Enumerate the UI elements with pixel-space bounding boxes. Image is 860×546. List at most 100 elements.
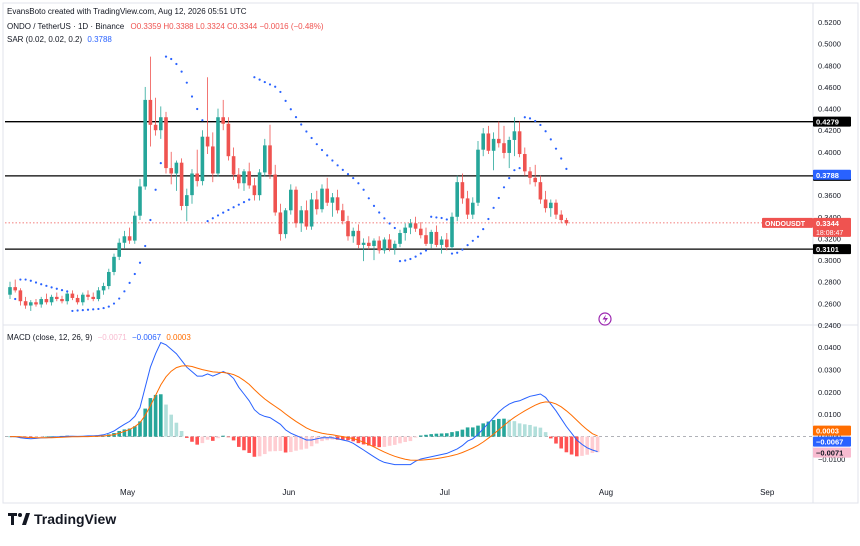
- sar-dot: [508, 176, 511, 180]
- candle-body: [387, 239, 392, 249]
- macd-hist-bar: [304, 436, 309, 449]
- candle-body: [330, 197, 335, 203]
- macd-hist-bar: [569, 436, 574, 455]
- candle-body: [211, 146, 215, 174]
- candle-body: [361, 242, 366, 245]
- price-tick-label: 0.2400: [818, 321, 841, 330]
- sar-dot: [336, 164, 339, 167]
- sar-dot: [445, 218, 448, 221]
- candle-body: [60, 299, 64, 302]
- macd-hist-bar: [543, 432, 548, 437]
- sar-dot: [300, 123, 303, 126]
- candle-body: [153, 124, 158, 131]
- lightning-icon[interactable]: [598, 312, 612, 326]
- macd-hist-bar: [559, 436, 563, 449]
- macd-hist-bar: [445, 433, 449, 437]
- price-tags[interactable]: 0.42790.37780.31010.3788ONDOUSDT0.334418…: [762, 116, 851, 458]
- macd-hist-bar: [237, 436, 241, 447]
- symbol-legend[interactable]: ONDO / TetherUS · 1D · Binance O0.3359 H…: [7, 22, 324, 31]
- candle-body: [226, 123, 231, 157]
- sar-dot: [242, 201, 246, 204]
- sar-dot: [149, 218, 152, 222]
- tradingview-logo[interactable]: TradingView: [8, 511, 116, 527]
- sar-dot: [549, 138, 552, 141]
- candle-body: [299, 210, 303, 224]
- candle-body: [497, 138, 501, 144]
- sar-dot: [248, 198, 251, 201]
- macd-hist-bar: [122, 429, 127, 437]
- macd-hist-bar: [247, 436, 251, 453]
- sar-dot: [112, 302, 116, 305]
- macd-hist-bar: [294, 436, 298, 451]
- candle-body: [127, 236, 132, 241]
- sar-dot: [201, 119, 204, 122]
- candle-body: [393, 243, 397, 249]
- sar-legend[interactable]: SAR (0.02, 0.02, 0.2) 0.3788: [7, 35, 112, 44]
- macd-hist-bar: [580, 436, 584, 456]
- macd-hist-bar: [117, 431, 121, 437]
- sar-dot: [55, 287, 58, 290]
- macd-hist-bar: [460, 429, 465, 437]
- sar-dot: [476, 235, 480, 238]
- sar-dot: [175, 62, 178, 66]
- candle-body: [200, 136, 205, 182]
- sar-dot: [440, 216, 443, 220]
- sar-dot: [268, 83, 272, 86]
- sar-dot: [24, 278, 27, 281]
- macd-hist-bar: [39, 436, 43, 438]
- candle-body: [112, 256, 116, 272]
- sar-dot: [518, 166, 521, 170]
- macd-hist-bar: [283, 436, 288, 453]
- sar-dot: [289, 108, 292, 111]
- macd-hist-bar: [554, 436, 558, 444]
- candle-body: [242, 171, 246, 184]
- candle-body: [351, 230, 355, 237]
- signal-line: [10, 365, 598, 461]
- sar-dot: [461, 248, 464, 251]
- sar-dot: [45, 284, 48, 287]
- candle-body: [294, 189, 298, 224]
- candle-body: [320, 188, 324, 210]
- candle-timer: 18:08:47: [816, 230, 843, 237]
- macd-legend-macd: −0.0067: [131, 333, 162, 342]
- macd-hist-bar: [185, 436, 189, 438]
- candle-body: [528, 171, 532, 178]
- candle-body: [195, 173, 199, 182]
- candle-body: [559, 214, 563, 221]
- macd-hist-bar: [408, 436, 413, 442]
- candle-body: [237, 174, 241, 184]
- sar-dot: [305, 130, 308, 133]
- sar-dot: [14, 297, 17, 301]
- macd-hist-bar: [263, 436, 267, 455]
- sar-dot: [107, 305, 110, 308]
- macd-hist-bar: [133, 426, 137, 437]
- sar-dot: [539, 123, 542, 127]
- candle-body: [75, 297, 80, 303]
- macd-hist-bar: [497, 418, 501, 437]
- sar-dot: [274, 85, 277, 88]
- sar-dot: [456, 251, 459, 254]
- macd-hist-bar: [257, 436, 262, 457]
- candle-body: [179, 162, 184, 206]
- candle-body: [403, 227, 407, 234]
- candle-body: [44, 299, 49, 303]
- level-price-tag-bg: [813, 244, 851, 255]
- macd-macd-tag-bg: [813, 436, 851, 447]
- candle-body: [185, 195, 189, 206]
- macd-hist-bar: [221, 435, 225, 437]
- sar-dot: [138, 261, 142, 264]
- candle-body: [138, 186, 142, 216]
- sar-dot: [565, 167, 568, 170]
- macd-hist-bar: [278, 436, 283, 451]
- sar-dot: [466, 244, 469, 247]
- last-price-tag: 0.3344: [816, 219, 840, 228]
- sar-dot: [419, 252, 422, 255]
- sar-dot: [560, 157, 563, 160]
- macd-hist-bar: [387, 436, 392, 446]
- macd-hist-bar: [226, 436, 231, 438]
- macd-legend[interactable]: MACD (close, 12, 26, 9) −0.0071 −0.0067 …: [7, 333, 191, 342]
- time-axis-label: Jun: [282, 488, 295, 497]
- time-axis-label: Jul: [440, 488, 450, 497]
- macd-hist-bar: [309, 436, 314, 447]
- price-tick-label: 0.4200: [818, 126, 841, 135]
